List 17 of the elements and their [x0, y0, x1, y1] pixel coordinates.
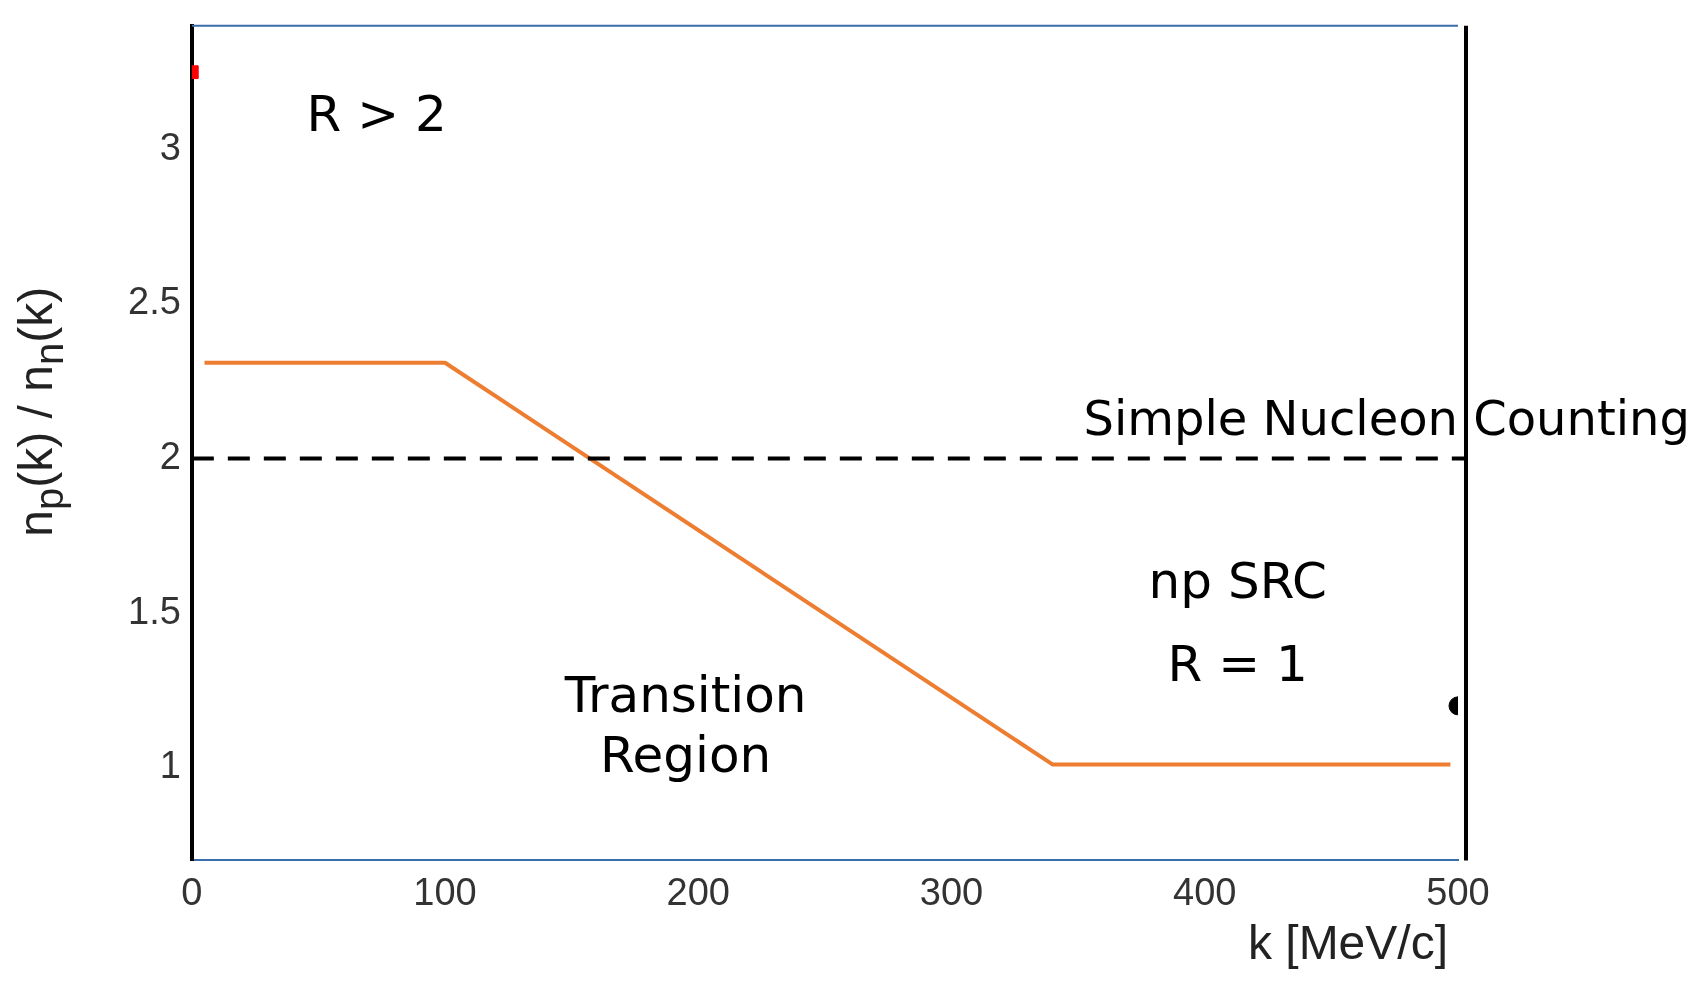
y-tick-label: 1.5 [128, 589, 181, 632]
x-tick-label: 100 [413, 870, 477, 913]
annotation: Transition Region [563, 665, 807, 784]
x-tick-label: 0 [181, 870, 203, 913]
y-tick-label: 1 [159, 744, 181, 787]
y-tick-label: 2.5 [128, 280, 181, 323]
x-tick-label: 200 [666, 870, 730, 913]
x-tick-label: 300 [919, 870, 984, 913]
annotation: R > 2 [306, 84, 447, 143]
ref-line-label: Simple Nucleon Counting [1083, 390, 1690, 447]
annotation: np SRC [1148, 551, 1327, 610]
y-tick-label: 3 [159, 125, 181, 168]
x-tick-label: 400 [1173, 870, 1237, 913]
y-tick-label: 2 [159, 435, 181, 478]
x-tick-label: 500 [1426, 870, 1490, 913]
annotation: R = 1 [1167, 635, 1308, 694]
x-axis-title: k [MeV/c] [1247, 915, 1448, 970]
